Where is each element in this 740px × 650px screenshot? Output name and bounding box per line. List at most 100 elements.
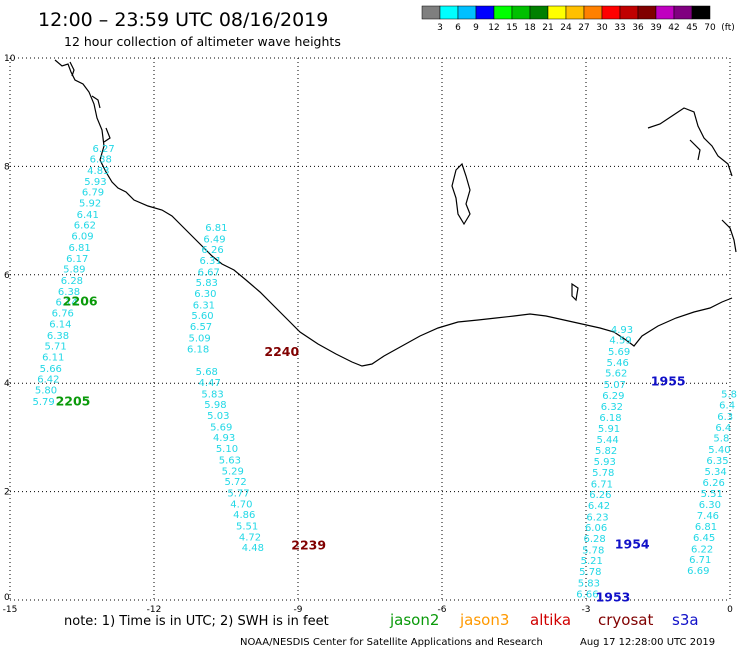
x-tick-label: -3 [582, 605, 591, 615]
y-tick-label: 0 [4, 593, 10, 603]
swh-value: 5.92 [79, 199, 101, 210]
colorbar-level-label: 3 [437, 23, 443, 33]
swh-value: 6.76 [52, 309, 74, 320]
swh-value: 5.8 [713, 434, 729, 445]
small-island [571, 282, 579, 302]
colorbar-level-label: 21 [542, 23, 553, 33]
swh-value: 6.3 [717, 412, 733, 423]
colorbar-level-label: 6 [455, 23, 461, 33]
swh-value: 4.47 [199, 378, 221, 389]
island-outline [451, 162, 471, 226]
swh-value: 6.81 [68, 243, 90, 254]
colorbar-level-label: 70 [704, 23, 716, 33]
grid-lines [9, 57, 731, 601]
swh-value: 6.38 [58, 287, 80, 298]
swh-value: 6.26 [201, 245, 223, 256]
swh-value: 6.66 [576, 589, 598, 600]
swh-value: 5.62 [605, 369, 627, 380]
swh-value: 6.14 [56, 298, 78, 309]
colorbar-unit: (ft) [721, 23, 735, 33]
swh-value: 5.63 [219, 455, 241, 466]
pass-time-label: 2205 [56, 393, 91, 408]
mission-jason3: jason3 [459, 611, 509, 629]
swh-value: 5.69 [608, 347, 630, 358]
swh-value: 6.26 [703, 478, 725, 489]
swh-value: 5.51 [236, 522, 258, 533]
colorbar-swatch [421, 5, 441, 20]
swh-value: 6.38 [47, 331, 69, 342]
swh-value: 4.72 [239, 532, 261, 543]
swh-value: 5.89 [63, 265, 85, 276]
swh-value: 5.69 [210, 422, 232, 433]
swh-value: 4.59 [609, 336, 631, 347]
east-coast [721, 219, 737, 253]
swh-value: 6.28 [61, 276, 83, 287]
satellite-pass: 4.934.595.695.465.625.076.296.326.185.91… [594, 325, 686, 468]
swh-value: 6.69 [687, 566, 709, 577]
colorbar-level-label: 15 [506, 23, 517, 33]
swh-value: 6.81 [695, 522, 717, 533]
swh-value: 4.93 [611, 325, 633, 336]
units-note: note: 1) Time is in UTC; 2) SWH is in fe… [64, 614, 329, 629]
colorbar-swatch [475, 5, 495, 20]
chart-title: 12:00 – 23:59 UTC 08/16/2019 [38, 9, 328, 31]
pass-time-label: 2239 [291, 538, 326, 553]
colorbar-level-label: 27 [578, 23, 589, 33]
swh-value: 4.86 [233, 510, 255, 521]
swh-value: 6.38 [90, 155, 112, 166]
swh-value: 5.34 [704, 467, 726, 478]
y-tick-label: 10 [4, 54, 16, 64]
swh-value: 6.67 [198, 267, 220, 278]
colorbar-swatch [493, 5, 513, 20]
swh-value: 5.79 [32, 397, 54, 408]
y-tick-label: 8 [4, 162, 10, 172]
pass-time-label: 1955 [651, 373, 686, 388]
x-tick-label: -6 [438, 605, 447, 615]
swh-value: 5.60 [191, 311, 213, 322]
x-tick-label: -15 [3, 605, 18, 615]
colorbar-swatch [601, 5, 621, 20]
colorbar-swatch [619, 5, 639, 20]
swh-value: 6.45 [693, 533, 715, 544]
swh-value: 5.77 [227, 488, 249, 499]
y-tick-label: 6 [4, 271, 10, 281]
swh-value: 5.72 [224, 477, 246, 488]
northeast-coast [647, 107, 733, 177]
swh-value: 6.42 [588, 501, 610, 512]
colorbar-level-label: 33 [614, 23, 625, 33]
swh-value: 6.30 [699, 500, 721, 511]
colorbar-swatch [637, 5, 657, 20]
colorbar-level-label: 45 [686, 23, 697, 33]
swh-value: 5.78 [582, 545, 604, 556]
swh-value: 5.09 [188, 333, 210, 344]
swh-value: 5.66 [40, 364, 62, 375]
x-tick-label: -12 [147, 605, 162, 615]
timestamp: Aug 17 12:28:00 UTC 2019 [580, 637, 715, 648]
colorbar-swatch [655, 5, 675, 20]
swh-value: 5.80 [35, 385, 57, 396]
x-tick-label: -9 [294, 605, 303, 615]
colorbar-swatch [439, 5, 459, 20]
swh-value: 6.79 [82, 188, 104, 199]
coastline-details [69, 61, 111, 143]
coastline-main [54, 59, 733, 367]
swh-value: 6.71 [591, 479, 613, 490]
swh-value: 6.71 [689, 555, 711, 566]
colorbar-level-label: 30 [596, 23, 608, 33]
swh-value: 6.4 [715, 423, 731, 434]
pass-time-label: 1954 [615, 537, 650, 552]
swh-value: 4.70 [230, 499, 252, 510]
mission-s3a: s3a [672, 611, 699, 629]
colorbar-swatch [457, 5, 477, 20]
satellite-pass: 6.816.496.266.316.675.836.306.315.606.57… [187, 223, 299, 359]
colorbar-swatch [511, 5, 531, 20]
axis-tick-labels: -15 -12 -9 -6 -3 0 0 2 4 6 8 10 [3, 54, 733, 615]
colorbar-swatch [565, 5, 585, 20]
swh-value: 5.83 [201, 389, 223, 400]
swh-value: 5.44 [596, 435, 618, 446]
colorbar-level-label: 18 [524, 23, 536, 33]
swh-value: 6.32 [601, 402, 623, 413]
swh-value: 6.22 [691, 544, 713, 555]
